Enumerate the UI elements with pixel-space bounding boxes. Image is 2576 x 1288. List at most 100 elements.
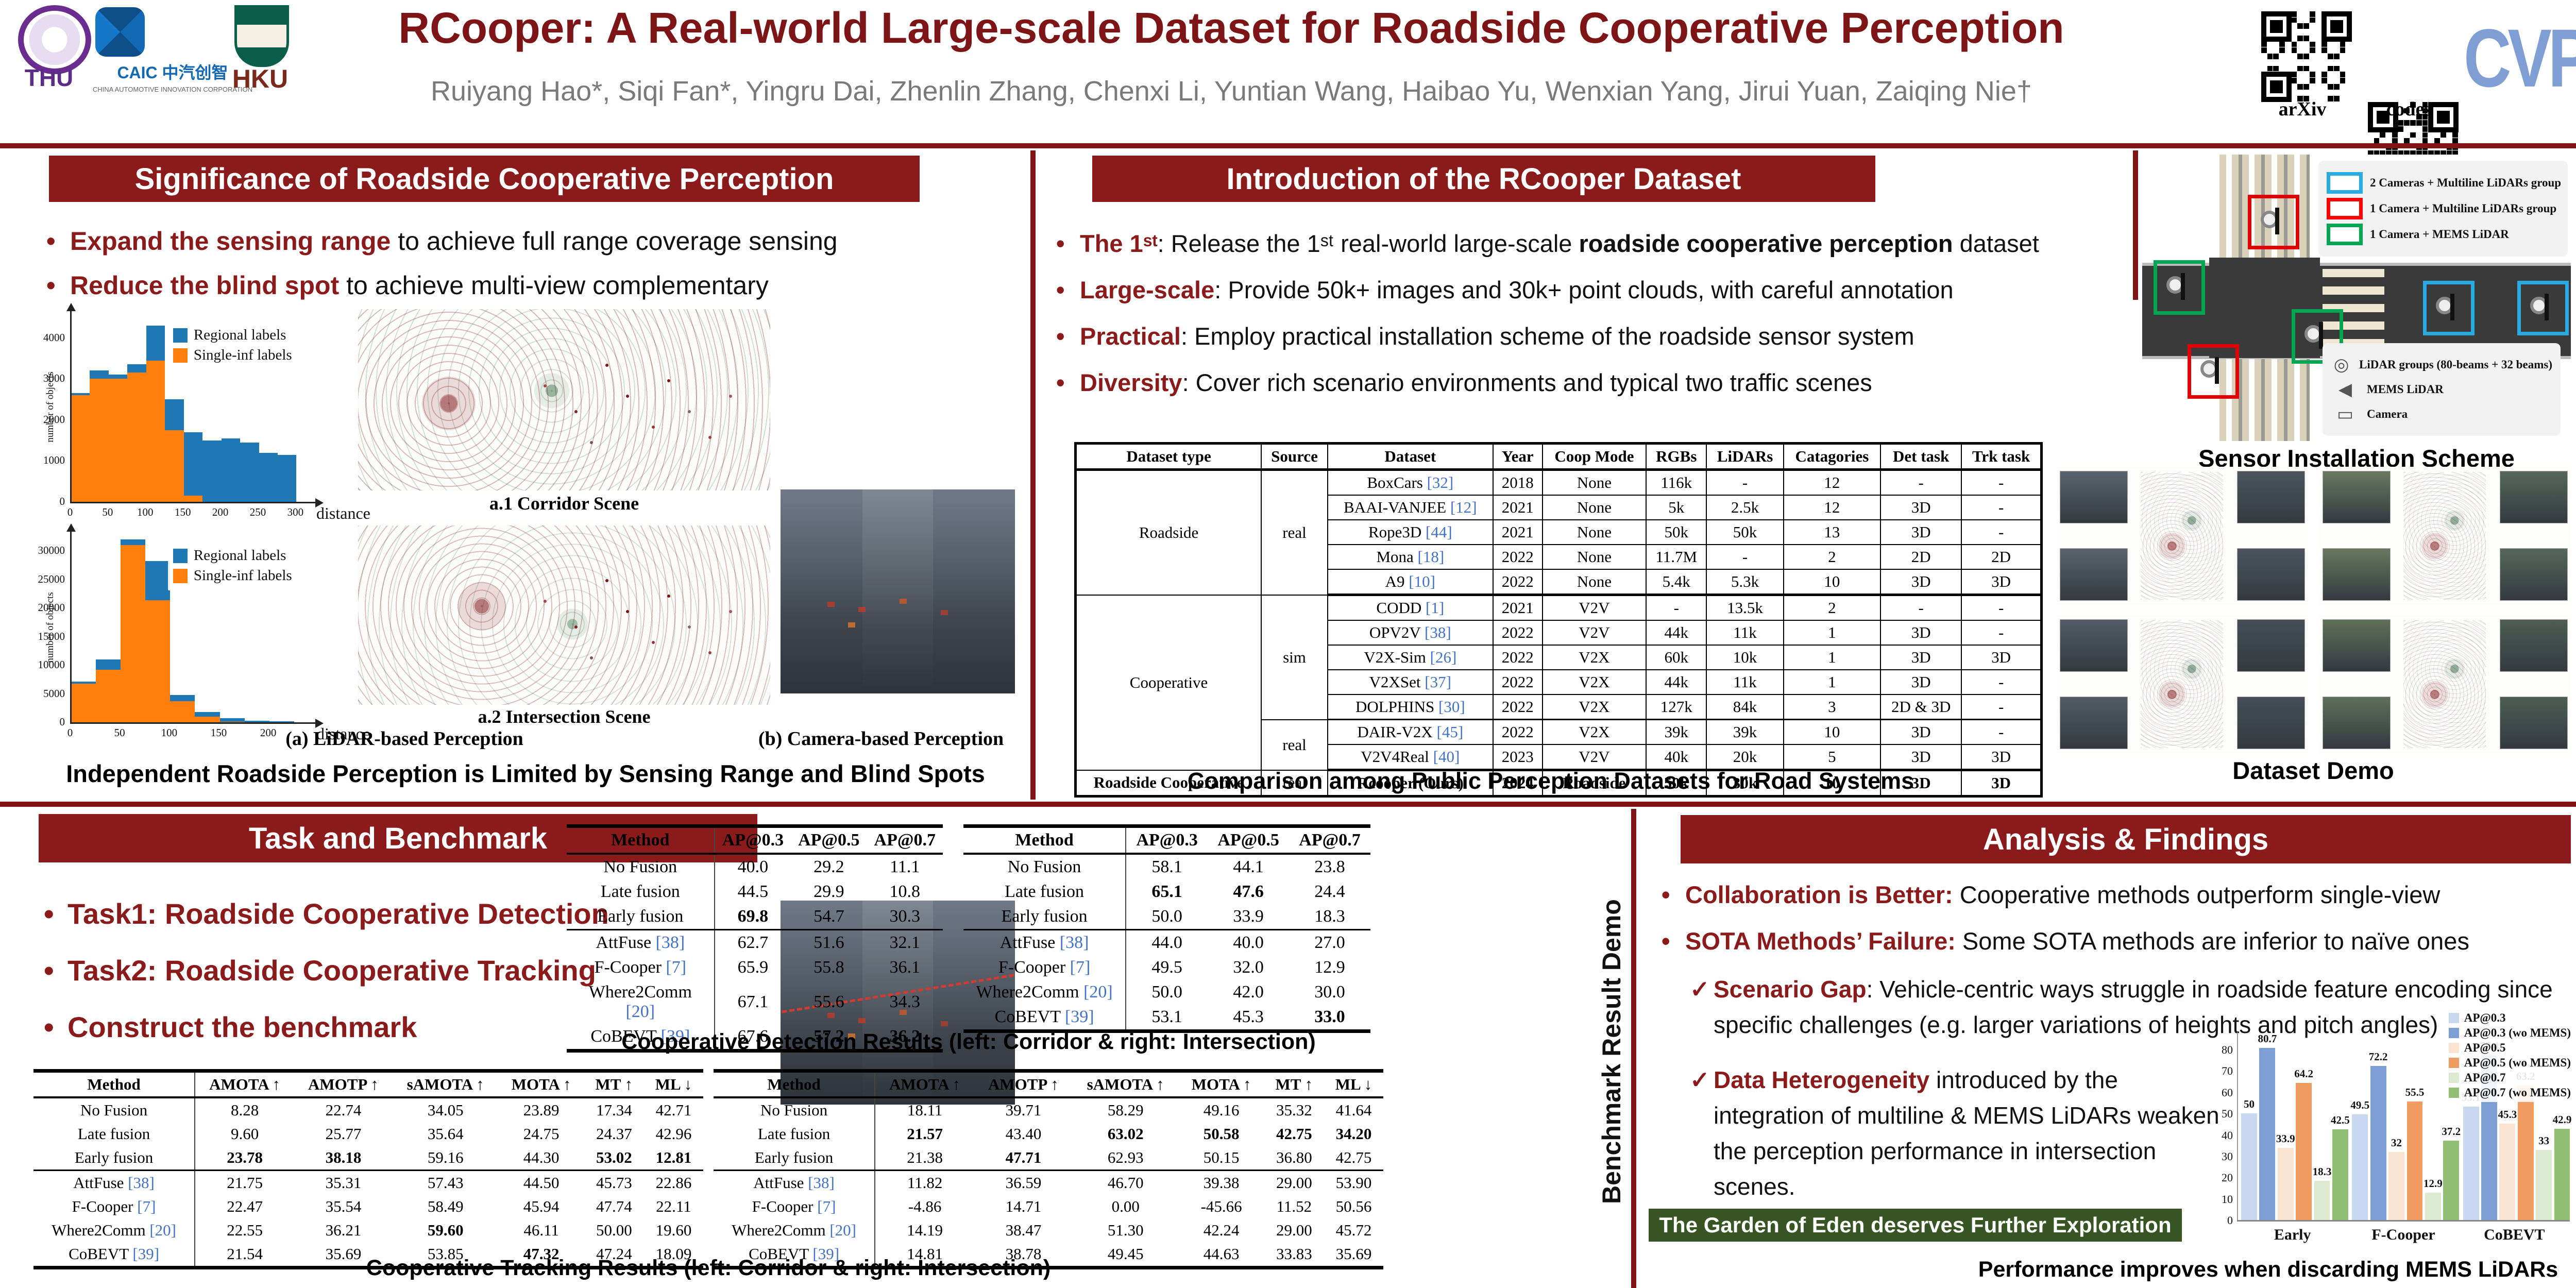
- demo-camera-thumb: [2500, 697, 2568, 749]
- table-cell: Where2Comm [20]: [567, 980, 715, 1024]
- table-cell: F-Cooper [7]: [714, 1195, 876, 1218]
- table-row: No Fusion 58.1 44.1 23.8: [963, 854, 1370, 879]
- table-cell: DOLPHINS [30]: [1327, 694, 1494, 720]
- demo-panel: [2056, 467, 2308, 605]
- y-tick-label: 5000: [43, 687, 65, 700]
- qr-module: [2398, 150, 2404, 156]
- x-tick-label: 200: [212, 506, 229, 518]
- table-row: AttFuse [38] 62.7 51.6 32.1: [567, 929, 943, 955]
- y-tick-label: 15000: [38, 630, 65, 642]
- legend-swatch: [2448, 1043, 2459, 1053]
- table-cell: 69.8: [714, 904, 791, 930]
- bar-value-label: 33.9: [2276, 1132, 2295, 1145]
- y-axis-title: number of objects: [45, 592, 56, 663]
- table-cell: Mona [18]: [1327, 544, 1494, 570]
- qr-module: [2440, 150, 2446, 156]
- table-cell: Early fusion: [963, 904, 1127, 930]
- legend-label: LiDAR groups (80-beams + 32 beams): [2359, 358, 2552, 371]
- table-cell: 30.3: [867, 904, 943, 930]
- table-row: Early fusion 23.78 38.18 59.16 44.30 53.02 12.…: [33, 1146, 703, 1171]
- qr-module: [2261, 41, 2267, 47]
- bar-ap-0.3-wo-mems-: [2259, 1048, 2276, 1220]
- x-tick-label: 50: [114, 726, 125, 739]
- qr-module: [2297, 54, 2303, 59]
- y-tick-label: 80: [2222, 1043, 2233, 1057]
- hist-bar-single-inf: [108, 379, 128, 502]
- qr-module: [2404, 138, 2410, 144]
- sensor-green-2: [2292, 309, 2343, 364]
- table-cell: 2D: [1961, 544, 2042, 570]
- table-cell: 58.49: [427, 1197, 464, 1215]
- column-header: MOTA ↑: [1178, 1071, 1264, 1098]
- qr-module: [2309, 41, 2315, 47]
- table-cell: -45.66: [1200, 1197, 1242, 1215]
- table-cell: 3D: [1961, 744, 2042, 771]
- table-cell: 45.73: [596, 1174, 632, 1192]
- y-tick-label: 1000: [43, 454, 65, 467]
- table-row: Where2Comm [20] 14.19 38.47 51.30 42.24 29.00…: [714, 1218, 1383, 1242]
- table-cell: 43.40: [1005, 1125, 1042, 1143]
- tracking-results-table-corridor: Method AMOTA ↑ AMOTP ↑ sAMOTA ↑ MOTA ↑ MT ↑ ML…: [33, 1069, 703, 1269]
- table-cell: 2022: [1492, 719, 1543, 745]
- intersection-pointcloud-image: [358, 526, 770, 705]
- demo-pointcloud: [2403, 620, 2486, 748]
- table-cell: Cooperative: [1075, 594, 1262, 771]
- table-cell: 35.32: [1276, 1101, 1312, 1119]
- x-axis: [70, 722, 316, 724]
- x-tick-label: 0: [67, 726, 73, 739]
- table-cell: 22.11: [656, 1197, 691, 1215]
- sensor-green-1: [2154, 260, 2205, 315]
- qr-module: [2404, 120, 2410, 126]
- qr-module: [2321, 47, 2328, 54]
- bar-value-label: 42.9: [2552, 1113, 2572, 1126]
- qr-module: [2321, 41, 2328, 47]
- qr-module: [2333, 65, 2340, 72]
- legend-label: Regional labels: [193, 327, 286, 343]
- column-header: AP@0.5: [791, 826, 867, 855]
- table-cell: Where2Comm [20]: [33, 1218, 196, 1242]
- column-header: Year: [1492, 443, 1543, 471]
- intersection-area: [2209, 258, 2320, 358]
- qr-module: [2309, 11, 2315, 17]
- qr-module: [2297, 23, 2303, 29]
- qr-module: [2340, 72, 2346, 78]
- table-cell: 47.6: [1233, 882, 1264, 901]
- table-cell: 53.90: [1335, 1174, 1372, 1192]
- table-cell: 50.15: [1178, 1146, 1264, 1171]
- table-cell: None: [1541, 469, 1647, 496]
- dataset-demo-grid: [2056, 467, 2571, 753]
- hist-bar-regional: [240, 442, 259, 502]
- table-cell: 46.11: [523, 1221, 559, 1239]
- column-header: Trk task: [1961, 443, 2042, 471]
- table-cell: 2021: [1492, 594, 1543, 621]
- significance-bullet-1: • Expand the sensing range to achieve ful…: [41, 225, 1049, 258]
- table-row: F-Cooper [7] 49.5 32.0 12.9: [963, 955, 1370, 980]
- arxiv-qr-label: arXiv: [2278, 98, 2327, 120]
- qr-module: [2297, 65, 2303, 72]
- qr-module: [2340, 78, 2346, 83]
- table-cell: 5k: [1646, 495, 1707, 520]
- bar-ap-0.5-wo-mems-: [2406, 1101, 2423, 1220]
- tracking-results-caption: Cooperative Tracking Results (left: Corr…: [366, 1256, 1051, 1280]
- legend-swatch: [2327, 172, 2363, 194]
- table-cell: 50.56: [1335, 1197, 1372, 1215]
- table-cell: 10.8: [889, 882, 921, 901]
- demo-camera-thumb: [2060, 471, 2128, 523]
- column-header: AMOTP ↑: [974, 1071, 1073, 1098]
- table-cell: 18.11: [907, 1101, 943, 1119]
- table-cell: -: [1961, 694, 2042, 720]
- table-cell: 3D: [1961, 769, 2042, 797]
- hist-bar-single-inf: [121, 545, 146, 722]
- table-cell: 22.74: [325, 1101, 362, 1119]
- table-cell: 42.24: [1203, 1221, 1240, 1239]
- task-bullet-1: • Task1: Roadside Cooperative Detection: [44, 897, 609, 930]
- bar-value-label: 37.2: [2442, 1125, 2461, 1138]
- introduction-header: Introduction of the RCooper Dataset: [1092, 156, 1875, 202]
- legend-label: Single-inf labels: [193, 567, 292, 584]
- bar-value-label: 80.7: [2258, 1032, 2277, 1045]
- caic-subname: CHINA AUTOMOTIVE INNOVATION CORPORATION: [92, 86, 253, 93]
- qr-module: [2410, 102, 2416, 108]
- codes-qr-label: codes: [2386, 98, 2432, 120]
- table-cell: V2V: [1541, 620, 1647, 646]
- poster-authors: Ruiyang Hao*, Siqi Fan*, Yingru Dai, Zhe…: [431, 76, 2032, 107]
